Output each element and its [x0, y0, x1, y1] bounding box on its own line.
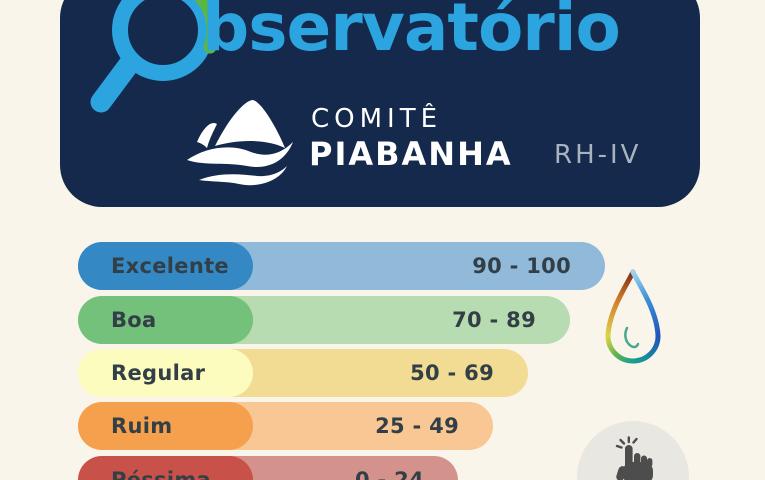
- scale-label: Péssima: [111, 468, 211, 480]
- scale-range: 25 - 49: [375, 414, 459, 438]
- scale-row-pessima: 0 - 24 Péssima: [78, 456, 718, 480]
- scale-row-excelente: 90 - 100 Excelente: [78, 242, 718, 290]
- scale-row-regular: 50 - 69 Regular: [78, 349, 718, 397]
- scale-range: 0 - 24: [355, 468, 424, 480]
- click-hand-icon[interactable]: [604, 436, 660, 480]
- scale-range: 70 - 89: [452, 308, 536, 332]
- scale-label-pill: Ruim: [78, 402, 253, 450]
- region-code: RH-IV: [554, 140, 642, 170]
- scale-range: 50 - 69: [410, 361, 494, 385]
- magnifier-icon: [90, 0, 220, 113]
- scale-label-pill: Boa: [78, 296, 253, 344]
- mountain-river-logo-icon: [187, 100, 293, 186]
- app-title: bservatório: [202, 0, 621, 66]
- scale-label-pill: Excelente: [78, 242, 253, 290]
- scale-label: Excelente: [111, 254, 229, 278]
- scale-range: 90 - 100: [472, 254, 571, 278]
- scale-label-pill: Regular: [78, 349, 253, 397]
- scale-row-ruim: 25 - 49 Ruim: [78, 402, 718, 450]
- scale-label: Regular: [111, 361, 206, 385]
- scale-label: Boa: [111, 308, 157, 332]
- header-card: [60, 0, 700, 207]
- scale-row-boa: 70 - 89 Boa: [78, 296, 718, 344]
- committee-name-line2: PIABANHA: [309, 135, 513, 173]
- rainbow-water-drop-icon: [605, 269, 661, 364]
- scale-label: Ruim: [111, 414, 173, 438]
- scale-label-pill: Péssima: [78, 456, 253, 480]
- committee-name-line1: COMITÊ: [311, 104, 443, 134]
